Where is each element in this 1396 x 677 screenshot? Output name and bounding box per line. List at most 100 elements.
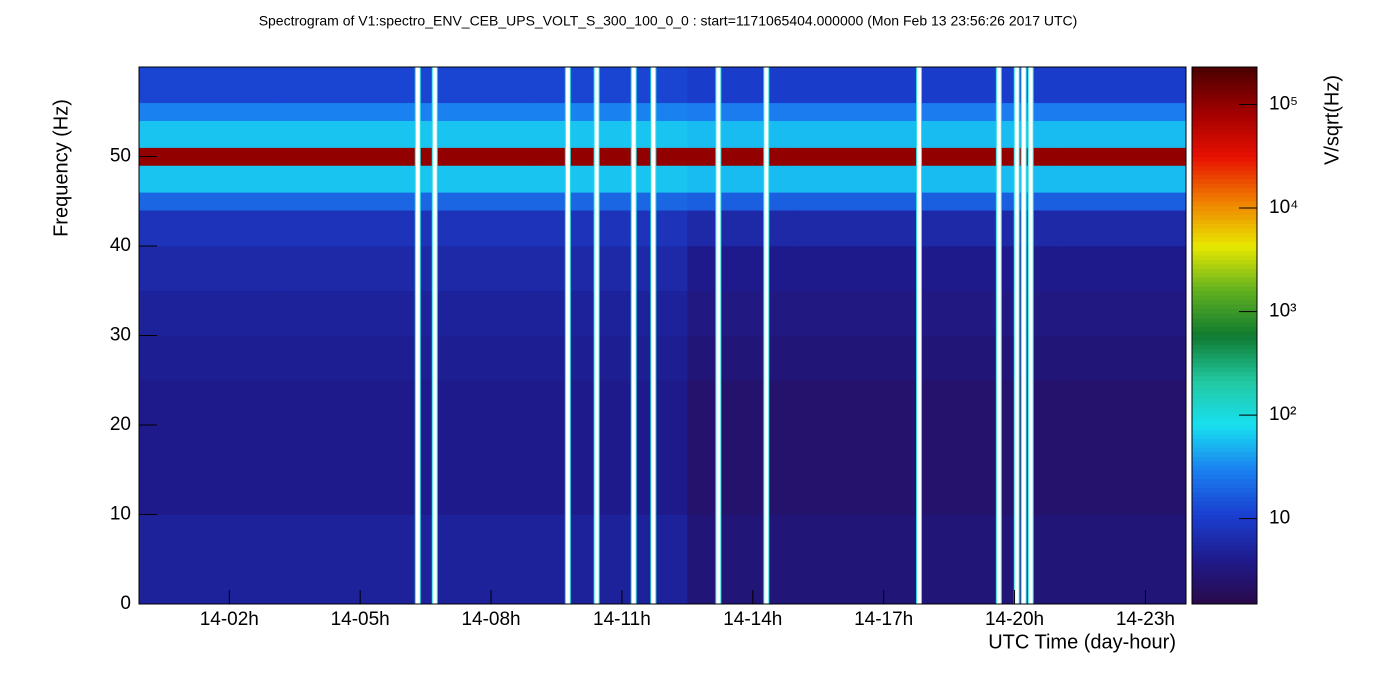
- colorbar-step: [1192, 353, 1257, 359]
- colorbar-step: [1192, 98, 1257, 104]
- cell: [139, 147, 274, 166]
- colorbar-step: [1192, 102, 1257, 108]
- colorbar-step: [1192, 219, 1257, 225]
- cell: [927, 120, 1059, 148]
- colorbar-step: [1192, 590, 1257, 596]
- colorbar-step: [1192, 532, 1257, 538]
- gap: [764, 67, 769, 604]
- x-tick-label: 14-08h: [461, 609, 520, 630]
- cell: [1058, 67, 1187, 104]
- colorbar-step: [1192, 344, 1257, 350]
- colorbar-tick-label: 10²: [1269, 404, 1296, 425]
- cell: [272, 380, 405, 426]
- cell: [139, 469, 274, 515]
- cell: [534, 192, 688, 211]
- cell: [403, 425, 536, 471]
- colorbar-step: [1192, 67, 1257, 72]
- y-tick-label: 20: [110, 414, 131, 435]
- cell: [796, 335, 928, 381]
- colorbar-step: [1192, 201, 1257, 207]
- colorbar-step: [1192, 228, 1257, 234]
- colorbar-step: [1192, 125, 1257, 131]
- colorbar-step: [1192, 572, 1257, 578]
- cell: [139, 335, 274, 381]
- cell: [796, 290, 928, 336]
- x-tick-label: 14-11h: [593, 609, 651, 630]
- colorbar-step: [1192, 165, 1257, 171]
- colorbar-step: [1192, 120, 1257, 126]
- colorbar-step: [1192, 411, 1257, 417]
- colorbar-step: [1192, 545, 1257, 551]
- cell: [403, 102, 536, 121]
- colorbar-step: [1192, 577, 1257, 583]
- colorbar-step: [1192, 456, 1257, 462]
- colorbar-step: [1192, 518, 1257, 524]
- cell: [1058, 147, 1187, 166]
- colorbar-step: [1192, 474, 1257, 480]
- colorbar-step: [1192, 147, 1257, 153]
- cell: [534, 425, 688, 471]
- colorbar-step: [1192, 178, 1257, 184]
- cell: [403, 514, 536, 560]
- colorbar-step: [1192, 492, 1257, 498]
- cell: [687, 425, 797, 471]
- gap: [631, 67, 636, 604]
- colorbar-tick-label: 10⁵: [1269, 93, 1298, 114]
- cell: [927, 210, 1059, 247]
- cell: [1058, 380, 1187, 426]
- colorbar-step: [1192, 402, 1257, 408]
- cell: [403, 335, 536, 381]
- colorbar-step: [1192, 259, 1257, 265]
- x-axis-label: UTC Time (day-hour): [988, 631, 1176, 653]
- colorbar-step: [1192, 505, 1257, 511]
- cell: [1058, 290, 1187, 336]
- colorbar-step: [1192, 357, 1257, 363]
- colorbar-step: [1192, 160, 1257, 166]
- cell: [796, 67, 928, 104]
- cell: [796, 380, 928, 426]
- cell: [272, 210, 405, 247]
- colorbar-step: [1192, 407, 1257, 413]
- cell: [403, 120, 536, 148]
- cell: [796, 147, 928, 166]
- colorbar-step: [1192, 322, 1257, 328]
- cell: [687, 102, 797, 121]
- colorbar-step: [1192, 389, 1257, 395]
- colorbar-step: [1192, 89, 1257, 95]
- colorbar-step: [1192, 447, 1257, 453]
- cell: [403, 380, 536, 426]
- cell: [927, 246, 1059, 292]
- cell: [534, 380, 688, 426]
- cell: [927, 67, 1059, 104]
- colorbar-step: [1192, 416, 1257, 422]
- cell: [687, 290, 797, 336]
- cell: [687, 120, 797, 148]
- cell: [927, 514, 1059, 560]
- cell: [796, 469, 928, 515]
- colorbar-tick-label: 10⁴: [1269, 197, 1298, 218]
- cell: [927, 469, 1059, 515]
- colorbar-step: [1192, 169, 1257, 175]
- colorbar-step: [1192, 595, 1257, 601]
- colorbar-step: [1192, 241, 1257, 247]
- colorbar-step: [1192, 331, 1257, 336]
- colorbar-step: [1192, 554, 1257, 560]
- colorbar-step: [1192, 501, 1257, 507]
- colorbar-step: [1192, 138, 1257, 144]
- colorbar-step: [1192, 586, 1257, 592]
- colorbar-step: [1192, 393, 1257, 399]
- colorbar-step: [1192, 425, 1257, 430]
- cell: [272, 469, 405, 515]
- colorbar-step: [1192, 317, 1257, 323]
- cell: [927, 425, 1059, 471]
- colorbar-step: [1192, 375, 1257, 381]
- cell: [1058, 469, 1187, 515]
- cell: [272, 514, 405, 560]
- colorbar-step: [1192, 183, 1257, 189]
- colorbar-step: [1192, 568, 1257, 574]
- colorbar-step: [1192, 214, 1257, 220]
- cell: [927, 559, 1059, 605]
- colorbar-step: [1192, 263, 1257, 269]
- colorbar-step: [1192, 433, 1257, 439]
